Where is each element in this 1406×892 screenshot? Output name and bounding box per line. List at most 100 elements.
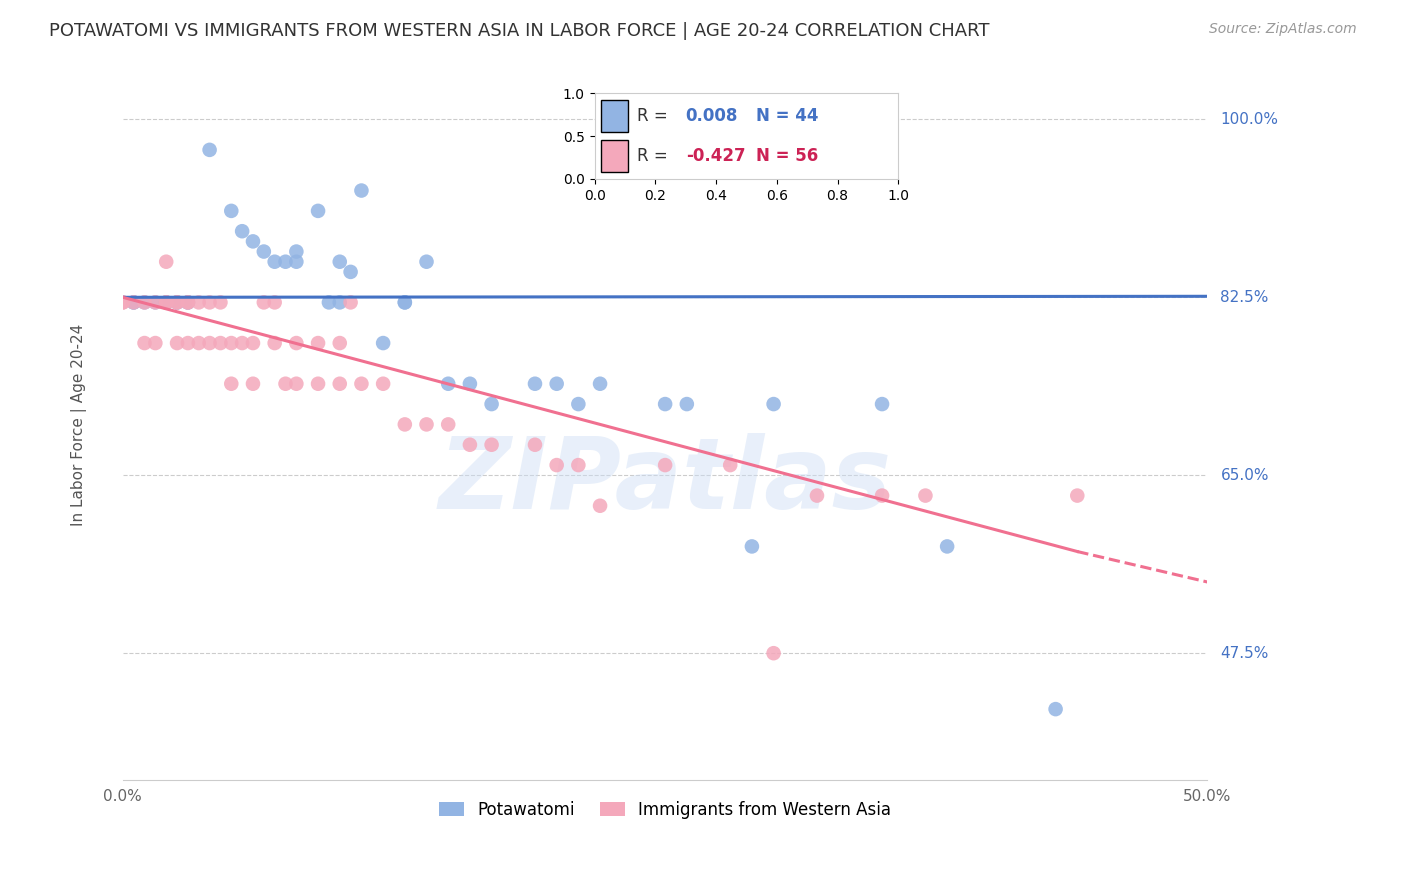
Point [122, 295, 145, 310]
Point [134, 295, 156, 310]
Point [307, 203, 329, 218]
Point [253, 295, 276, 310]
Point [177, 295, 200, 310]
Point [177, 295, 200, 310]
Point [177, 295, 200, 310]
Text: In Labor Force | Age 20-24: In Labor Force | Age 20-24 [72, 323, 87, 525]
Point [329, 254, 352, 268]
Point [111, 295, 134, 310]
Point [481, 397, 503, 411]
Point [221, 203, 243, 218]
Point [394, 417, 416, 432]
Point [350, 376, 373, 391]
Point [458, 376, 481, 391]
Point [166, 295, 188, 310]
Point [329, 376, 352, 391]
Point [415, 417, 437, 432]
Point [122, 295, 145, 310]
Point [166, 295, 188, 310]
Point [870, 397, 893, 411]
Point [209, 295, 232, 310]
Point [145, 295, 167, 310]
Point [221, 376, 243, 391]
Point [567, 458, 589, 472]
Point [263, 295, 285, 310]
Point [437, 417, 460, 432]
Point [523, 438, 546, 452]
Point [111, 295, 134, 310]
Point [329, 336, 352, 351]
Point [145, 336, 167, 351]
Point [523, 376, 546, 391]
Point [274, 376, 297, 391]
Point [198, 143, 221, 157]
Point [155, 295, 177, 310]
Point [914, 489, 936, 503]
Point [806, 489, 828, 503]
Point [145, 295, 167, 310]
Point [371, 336, 394, 351]
Point [307, 376, 329, 391]
Point [134, 336, 156, 351]
Point [762, 646, 785, 660]
Point [371, 376, 394, 391]
Point [242, 336, 264, 351]
Point [155, 295, 177, 310]
Text: ZIPatlas: ZIPatlas [439, 433, 891, 530]
Point [134, 295, 156, 310]
Point [546, 376, 568, 391]
Point [166, 295, 188, 310]
Point [209, 336, 232, 351]
Point [242, 376, 264, 391]
Point [307, 336, 329, 351]
Point [1045, 702, 1067, 716]
Text: Source: ZipAtlas.com: Source: ZipAtlas.com [1209, 22, 1357, 37]
Point [329, 295, 352, 310]
Point [221, 336, 243, 351]
Point [415, 254, 437, 268]
Point [155, 295, 177, 310]
Point [741, 540, 763, 554]
Point [762, 397, 785, 411]
Point [654, 397, 676, 411]
Point [675, 397, 697, 411]
Text: POTAWATOMI VS IMMIGRANTS FROM WESTERN ASIA IN LABOR FORCE | AGE 20-24 CORRELATIO: POTAWATOMI VS IMMIGRANTS FROM WESTERN AS… [49, 22, 990, 40]
Point [546, 458, 568, 472]
Point [394, 295, 416, 310]
Text: 47.5%: 47.5% [1220, 646, 1268, 661]
Point [263, 254, 285, 268]
Point [285, 244, 308, 259]
Point [187, 336, 209, 351]
Point [481, 438, 503, 452]
Point [242, 235, 264, 249]
Point [318, 295, 340, 310]
Point [285, 336, 308, 351]
Point [936, 540, 959, 554]
Legend: Potawatomi, Immigrants from Western Asia: Potawatomi, Immigrants from Western Asia [433, 794, 898, 825]
Point [231, 336, 253, 351]
Point [198, 295, 221, 310]
Point [155, 254, 177, 268]
Point [231, 224, 253, 238]
Text: 82.5%: 82.5% [1220, 290, 1268, 305]
Point [285, 376, 308, 391]
Point [155, 295, 177, 310]
Point [198, 336, 221, 351]
Point [177, 336, 200, 351]
Point [274, 254, 297, 268]
Point [285, 254, 308, 268]
Text: 65.0%: 65.0% [1220, 467, 1270, 483]
Point [263, 336, 285, 351]
Point [718, 458, 741, 472]
Point [339, 295, 361, 310]
Point [870, 489, 893, 503]
Point [253, 244, 276, 259]
Point [350, 184, 373, 198]
Point [177, 295, 200, 310]
Point [166, 336, 188, 351]
Point [1066, 489, 1088, 503]
Text: 100.0%: 100.0% [1220, 112, 1278, 127]
Point [187, 295, 209, 310]
Point [166, 295, 188, 310]
Point [339, 265, 361, 279]
